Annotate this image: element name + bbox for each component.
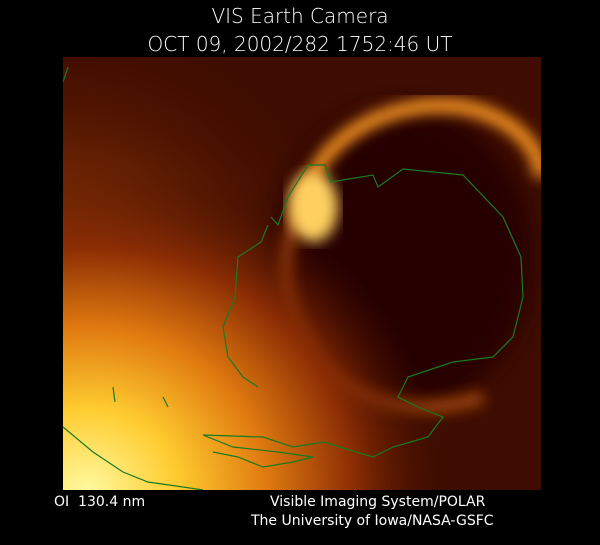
coastline <box>63 66 524 490</box>
image-title: VIS Earth Camera <box>211 4 389 28</box>
auroral-image <box>63 57 541 490</box>
instrument-label: Visible Imaging System/POLAR <box>270 494 486 510</box>
institution-label: The University of Iowa/NASA-GSFC <box>251 513 494 529</box>
timestamp: OCT 09, 2002/282 1752:46 UT <box>147 32 453 56</box>
filter-label: OI 130.4 nm <box>54 494 146 510</box>
dayglow <box>63 57 541 490</box>
